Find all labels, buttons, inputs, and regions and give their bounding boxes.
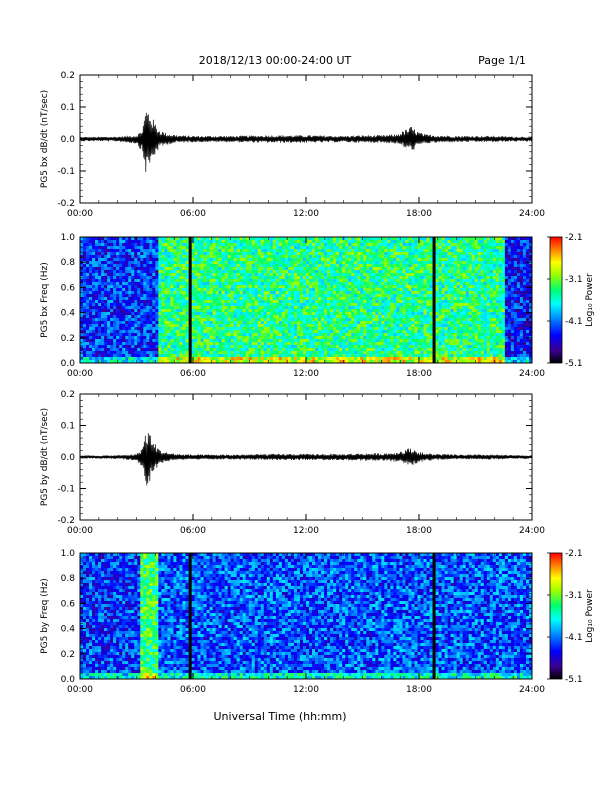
page-indicator: Page 1/1 — [478, 54, 526, 67]
y-tick-label: 0.4 — [61, 309, 76, 319]
series-trace — [80, 433, 532, 485]
x-tick-label: 18:00 — [406, 369, 432, 379]
x-tick-label: 12:00 — [293, 685, 319, 695]
y-tick-label: -0.1 — [57, 167, 75, 177]
y-tick-label: 0.1 — [61, 103, 75, 113]
y-tick-label: -0.2 — [57, 199, 75, 209]
y-tick-label: 0.6 — [61, 599, 76, 609]
x-tick-label: 00:00 — [67, 526, 93, 536]
x-axis-title: Universal Time (hh:mm) — [214, 710, 347, 723]
y-tick-label: -0.2 — [57, 516, 75, 526]
y-tick-label: 0.0 — [61, 359, 76, 369]
y-tick-label: 0.2 — [61, 71, 75, 81]
x-tick-label: 12:00 — [293, 209, 319, 219]
panel-3-line-plot: 00:00 06:00 12:00 18:00 24:00 0.2 0.1 0.0 -0.1 -0… — [40, 390, 545, 536]
colorbar-gradient — [550, 237, 562, 363]
x-tick-label: 00:00 — [67, 369, 93, 379]
panels-group: 00:00 06:00 12:00 18:00 24:00 0.2 0.1 0.0 -0.1 -0… — [40, 71, 595, 695]
x-tick-label: 24:00 — [519, 369, 545, 379]
colorbar-label: Log₁₀ Power — [585, 589, 595, 643]
colorbar-tick-label: -4.1 — [565, 317, 583, 327]
y-tick-label: 0.2 — [61, 390, 75, 400]
colorbar: -2.1 -3.1 -4.1 -5.1 Log₁₀ Power — [547, 233, 595, 369]
x-tick-label: 06:00 — [180, 369, 206, 379]
y-tick-label: 0.2 — [61, 650, 75, 660]
x-tick-label: 06:00 — [180, 209, 206, 219]
x-tick-label: 00:00 — [67, 209, 93, 219]
y-tick-label: 0.0 — [61, 453, 76, 463]
y-tick-label: 0.1 — [61, 422, 75, 432]
x-tick-label: 18:00 — [406, 526, 432, 536]
spectrogram-cells — [80, 237, 532, 363]
y-tick-label: 0.0 — [61, 135, 76, 145]
y-tick-label: 1.0 — [61, 549, 76, 559]
panel-1-line-plot: 00:00 06:00 12:00 18:00 24:00 0.2 0.1 0.0 -0.1 -0… — [40, 71, 545, 219]
colorbar-tick-label: -4.1 — [565, 633, 583, 643]
x-tick-label: 12:00 — [293, 526, 319, 536]
report-title: 2018/12/13 00:00-24:00 UT — [199, 54, 352, 67]
y-tick-label: 0.0 — [61, 675, 76, 685]
y-axis-label: PG5 by Freq (Hz) — [40, 578, 50, 654]
y-tick-label: 0.8 — [61, 258, 76, 268]
colorbar-gradient — [550, 553, 562, 679]
panel-4-spectrogram: 00:00 06:00 12:00 18:00 24:00 1.0 0.8 0.6 0.4 0.2… — [40, 549, 595, 695]
series-trace — [80, 113, 532, 172]
x-tick-label: 24:00 — [519, 526, 545, 536]
y-tick-label: 0.4 — [61, 625, 76, 635]
colorbar-tick-label: -2.1 — [565, 233, 583, 243]
x-tick-label: 06:00 — [180, 526, 206, 536]
x-tick-label: 24:00 — [519, 685, 545, 695]
panel-2-spectrogram: 00:00 06:00 12:00 18:00 24:00 1.0 0.8 0.6 0.4 0.2… — [40, 233, 595, 379]
colorbar-tick-label: -3.1 — [565, 591, 583, 601]
y-tick-label: 0.8 — [61, 574, 76, 584]
x-tick-label: 12:00 — [293, 369, 319, 379]
y-axis-label: PG5 by dB/dt (nT/sec) — [40, 408, 50, 506]
x-tick-label: 18:00 — [406, 685, 432, 695]
colorbar-tick-label: -3.1 — [565, 275, 583, 285]
colorbar-label: Log₁₀ Power — [585, 273, 595, 327]
x-tick-label: 18:00 — [406, 209, 432, 219]
y-tick-label: 1.0 — [61, 233, 76, 243]
y-axis-label: PG5 bx Freq (Hz) — [40, 262, 50, 338]
colorbar-tick-label: -5.1 — [565, 359, 583, 369]
colorbar: -2.1 -3.1 -4.1 -5.1 Log₁₀ Power — [547, 549, 595, 685]
x-tick-label: 06:00 — [180, 685, 206, 695]
y-tick-label: 0.6 — [61, 283, 76, 293]
colorbar-tick-label: -2.1 — [565, 549, 583, 559]
y-axis-label: PG5 bx dB/dt (nT/sec) — [40, 90, 50, 188]
y-tick-label: 0.2 — [61, 334, 75, 344]
x-tick-label: 00:00 — [67, 685, 93, 695]
spectrogram-cells — [80, 553, 532, 679]
x-tick-label: 24:00 — [519, 209, 545, 219]
colorbar-tick-label: -5.1 — [565, 675, 583, 685]
y-tick-label: -0.1 — [57, 485, 75, 495]
